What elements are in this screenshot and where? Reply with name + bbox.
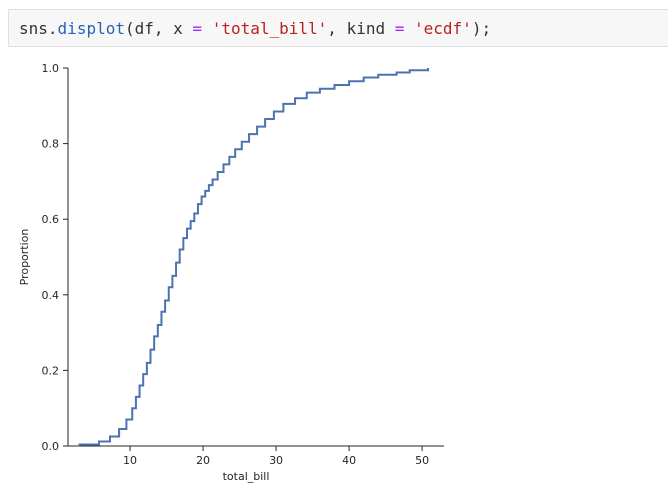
x-axis-ticks: 10 20 30 40 50 <box>123 446 429 467</box>
x-tick-label: 40 <box>342 454 356 467</box>
code-token: sns <box>19 19 48 38</box>
code-tokens: sns.displot(df, x = 'total_bill', kind =… <box>19 19 491 38</box>
code-token <box>404 19 414 38</box>
code-token: = <box>192 19 203 38</box>
code-token: . <box>47 19 58 38</box>
ecdf-line <box>78 68 430 446</box>
ecdf-chart: 0.0 0.2 0.4 0.6 0.8 1.0 10 20 30 40 50 Proportion… <box>18 62 444 483</box>
x-axis-label: total_bill <box>223 470 270 483</box>
y-axis-ticks: 0.0 0.2 0.4 0.6 0.8 1.0 <box>42 62 68 453</box>
code-token: (df, x <box>124 19 193 38</box>
x-tick-label: 20 <box>196 454 210 467</box>
y-tick-label: 0.0 <box>42 440 60 453</box>
y-tick-label: 1.0 <box>42 62 60 75</box>
code-token: , kind <box>327 19 395 38</box>
code-token: ); <box>471 19 492 38</box>
x-tick-label: 10 <box>123 454 137 467</box>
x-tick-label: 30 <box>269 454 283 467</box>
code-token: 'ecdf' <box>414 19 472 38</box>
code-token <box>202 19 212 38</box>
code-token: displot <box>57 19 125 38</box>
code-cell[interactable]: sns.displot(df, x = 'total_bill', kind =… <box>8 9 668 47</box>
y-tick-label: 0.2 <box>42 364 60 377</box>
code-token: 'total_bill' <box>211 19 328 38</box>
y-axis-label: Proportion <box>18 229 31 286</box>
y-tick-label: 0.6 <box>42 213 60 226</box>
y-tick-label: 0.4 <box>42 289 60 302</box>
code-token: = <box>394 19 405 38</box>
x-tick-label: 50 <box>415 454 429 467</box>
y-tick-label: 0.8 <box>42 138 60 151</box>
